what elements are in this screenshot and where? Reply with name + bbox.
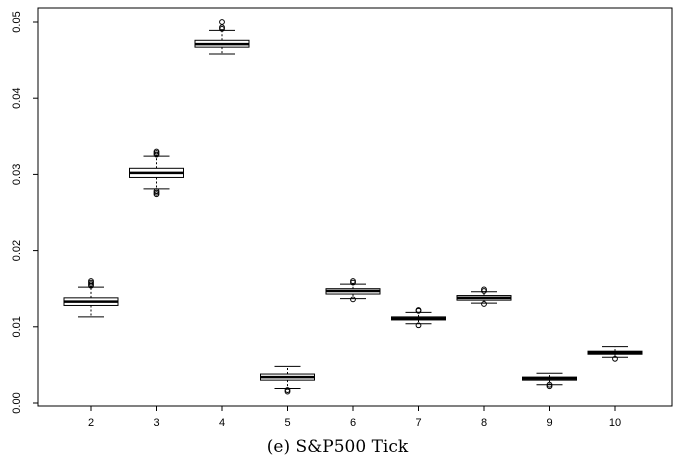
x-tick-label: 5	[284, 417, 290, 429]
y-tick-label: 0.00	[11, 392, 23, 413]
box-4	[195, 20, 249, 54]
chart-caption: (e) S&P500 Tick	[0, 437, 675, 457]
box-6	[326, 279, 380, 302]
box-7	[392, 308, 446, 328]
y-tick-label: 0.03	[11, 164, 23, 185]
y-tick-label: 0.01	[11, 316, 23, 337]
outlier-point	[351, 297, 356, 302]
box-10	[588, 347, 642, 362]
box-5	[261, 366, 315, 394]
box-2	[64, 279, 118, 317]
x-axis: 2 3 4 5 6 7 8 9 10	[88, 406, 621, 429]
x-tick-label: 7	[415, 417, 421, 429]
box-3	[130, 149, 184, 196]
box-8	[457, 287, 511, 306]
outlier-point	[220, 20, 225, 25]
y-axis: 0.00 0.01 0.02 0.03 0.04 0.05	[11, 11, 38, 413]
box-9	[523, 373, 577, 388]
x-tick-label: 6	[350, 417, 356, 429]
x-tick-label: 4	[219, 417, 225, 429]
x-tick-label: 10	[609, 417, 621, 429]
x-tick-label: 9	[546, 417, 552, 429]
plot-frame	[38, 8, 672, 406]
outlier-point	[482, 302, 487, 307]
y-tick-label: 0.05	[11, 11, 23, 32]
x-tick-label: 8	[481, 417, 487, 429]
boxes-layer	[64, 20, 642, 394]
y-tick-label: 0.02	[11, 240, 23, 261]
y-tick-label: 0.04	[11, 87, 23, 108]
x-tick-label: 2	[88, 417, 94, 429]
x-tick-label: 3	[153, 417, 159, 429]
